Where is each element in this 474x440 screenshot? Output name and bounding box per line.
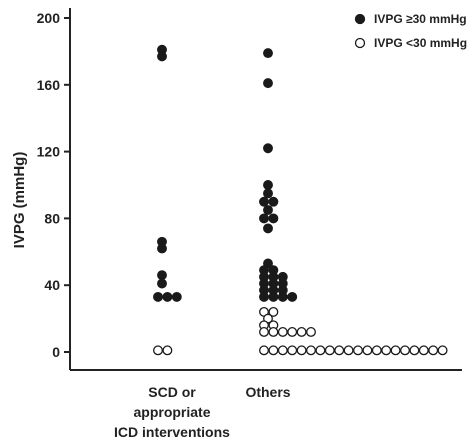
open-data-point (315, 345, 326, 356)
filled-data-point (277, 291, 288, 302)
filled-data-point (263, 188, 273, 199)
open-data-point (296, 327, 307, 337)
open-data-point (162, 345, 173, 356)
legend-label: IVPG ≥30 mmHg (374, 12, 467, 26)
open-data-point (153, 345, 163, 356)
y-axis-ticks: 0 40 80 120 160 200 (37, 10, 70, 360)
y-tick-label: 160 (37, 77, 61, 93)
open-data-point (277, 345, 288, 356)
open-data-point (428, 345, 439, 356)
open-data-point (418, 345, 429, 356)
filled-data-point (263, 223, 273, 234)
open-data-point (371, 345, 382, 356)
legend-marker (354, 13, 366, 25)
filled-data-point (268, 196, 279, 207)
legend-label: IVPG <30 mmHg (374, 36, 467, 50)
filled-data-point (153, 291, 163, 302)
filled-data-point (157, 278, 167, 289)
filled-data-point (263, 205, 273, 216)
open-data-point (343, 345, 354, 356)
open-data-point (409, 345, 420, 356)
filled-data-point (263, 143, 273, 154)
open-data-point (296, 345, 307, 356)
open-data-point (306, 327, 316, 337)
filled-data-point (157, 270, 167, 281)
filled-data-point (268, 291, 279, 302)
filled-data-point (171, 291, 182, 302)
filled-data-point (263, 180, 273, 190)
filled-data-point (157, 243, 167, 254)
open-data-point (362, 345, 373, 356)
axes (69, 8, 462, 371)
category-label: SCD or (148, 384, 196, 400)
data-points (153, 44, 448, 356)
open-data-point (268, 345, 279, 356)
open-data-point (287, 345, 298, 356)
filled-data-point (268, 213, 279, 224)
open-data-point (268, 306, 279, 317)
filled-data-point (287, 291, 298, 302)
filled-data-point (263, 78, 273, 89)
y-tick-label: 0 (52, 344, 60, 360)
filled-data-point (259, 213, 269, 224)
open-data-point (287, 327, 298, 337)
open-data-point (324, 345, 335, 356)
y-tick-label: 120 (37, 144, 61, 160)
open-data-point (381, 345, 392, 356)
filled-data-point (259, 196, 269, 207)
open-data-point (437, 345, 448, 356)
y-tick-label: 40 (44, 277, 60, 293)
open-data-point (259, 345, 269, 356)
filled-data-point (162, 291, 173, 302)
open-data-point (259, 327, 269, 337)
open-data-point (306, 345, 316, 356)
category-label: Others (245, 384, 290, 400)
filled-data-point (157, 51, 167, 62)
category-label: ICD interventions (114, 424, 230, 440)
category-label: appropriate (133, 404, 210, 420)
legend-marker (354, 37, 366, 49)
filled-data-point (259, 291, 269, 302)
x-axis-categories: SCD or appropriate ICD interventions Others (114, 384, 291, 440)
open-data-point (334, 345, 345, 356)
legend: IVPG ≥30 mmHg IVPG <30 mmHg (354, 12, 467, 50)
y-tick-label: 80 (44, 210, 60, 226)
y-tick-label: 200 (37, 10, 61, 26)
filled-data-point (263, 48, 273, 59)
open-data-point (390, 345, 401, 356)
open-data-point (268, 327, 279, 337)
y-axis-title: IVPG (mmHg) (11, 152, 28, 249)
open-data-point (277, 327, 288, 337)
open-data-point (400, 345, 410, 356)
open-data-point (353, 345, 363, 356)
